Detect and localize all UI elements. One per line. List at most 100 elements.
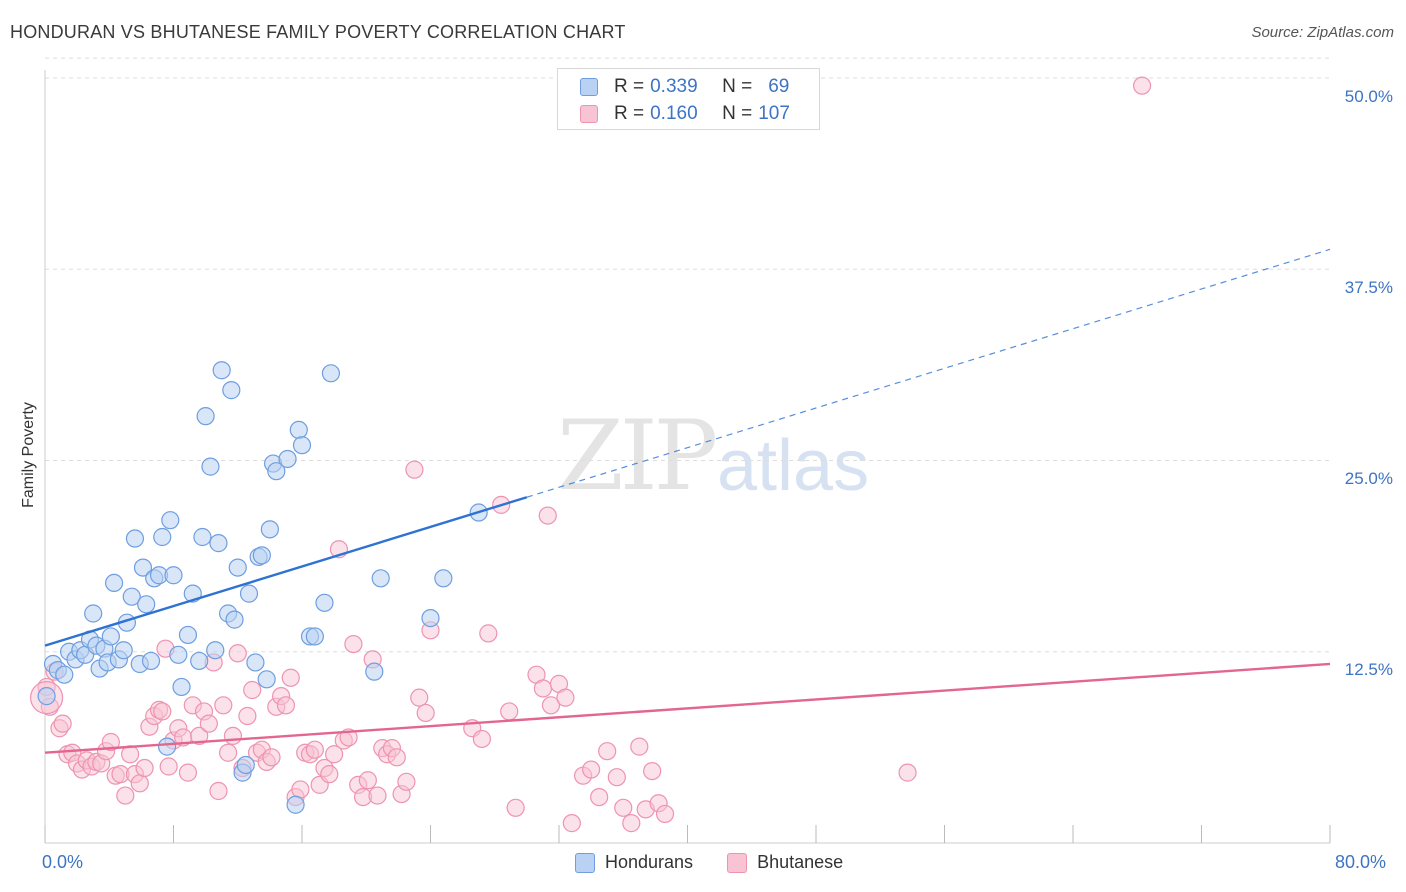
- bhutanese-point: [199, 714, 218, 733]
- hondurans-point: [153, 527, 172, 547]
- bhutanese-point: [190, 726, 209, 746]
- bhutanese-point: [607, 768, 626, 787]
- bhutanese-point: [228, 644, 247, 663]
- hondurans-point: [37, 687, 56, 706]
- bhutanese-point: [562, 814, 581, 833]
- hondurans-point: [236, 755, 255, 775]
- bhutanese-point: [116, 786, 135, 805]
- hondurans-point: [137, 595, 156, 614]
- bhutanese-point: [130, 774, 149, 793]
- x-tick-max: 80.0%: [1335, 852, 1387, 872]
- y-axis-label: Family Poverty: [20, 402, 37, 508]
- hondurans-point: [178, 625, 198, 645]
- hondurans-point: [206, 641, 225, 660]
- hondurans-point: [161, 511, 180, 530]
- bhutanese-point: [262, 748, 281, 767]
- hondurans-point: [292, 436, 312, 455]
- bhutanese-point: [387, 748, 406, 767]
- hondurans-point: [122, 587, 141, 606]
- legend-label-hondurans: Hondurans: [605, 852, 694, 872]
- bhutanese-point: [590, 787, 609, 807]
- bhutanese-point: [153, 702, 172, 721]
- hondurans-point: [193, 527, 212, 547]
- bhutanese-point: [598, 742, 617, 761]
- bhutanese-point: [472, 729, 491, 749]
- bhutanese-point: [305, 740, 324, 759]
- bhutanese-point: [898, 763, 917, 782]
- n-value-hondurans: 69: [768, 76, 790, 97]
- series-bhutanese: [30, 76, 1152, 833]
- hondurans-point: [260, 520, 279, 539]
- bhutanese-point: [358, 771, 377, 790]
- watermark-atlas: atlas: [717, 426, 870, 506]
- bhutanese-trend-line: [44, 662, 1331, 754]
- bhutanese-point: [178, 763, 198, 782]
- bhutanese-point: [276, 696, 296, 715]
- y-tick-37-5: 37.5%: [1344, 278, 1393, 297]
- hondurans-point: [157, 737, 177, 756]
- hondurans-point: [141, 651, 161, 671]
- bhutanese-point: [368, 786, 387, 805]
- hondurans-point: [190, 651, 209, 671]
- hondurans-point: [114, 641, 133, 660]
- hondurans-trend-extension: [526, 248, 1331, 498]
- r-label: R =: [614, 76, 645, 97]
- r-value-hondurans: 0.339: [650, 76, 698, 97]
- bhutanese-point: [556, 688, 575, 707]
- bhutanese-point: [325, 745, 344, 764]
- bhutanese-point: [405, 460, 424, 479]
- bhutanese-point-outlier: [1132, 76, 1152, 95]
- hondurans-point: [246, 653, 265, 672]
- bhutanese-point: [344, 634, 363, 654]
- hondurans-point: [371, 569, 390, 588]
- legend-item-hondurans[interactable]: Hondurans: [575, 852, 693, 873]
- source-label: Source: ZipAtlas.com: [1251, 24, 1394, 41]
- bhutanese-point: [416, 703, 435, 723]
- hondurans-legend-swatch: [575, 852, 595, 873]
- bhutanese-point: [243, 680, 262, 700]
- watermark-zip: ZIP: [557, 400, 718, 512]
- hondurans-point: [315, 593, 334, 612]
- bhutanese-point: [643, 761, 662, 781]
- y-tick-12-5: 12.5%: [1344, 660, 1393, 679]
- bhutanese-point: [135, 758, 154, 778]
- hondurans-point: [286, 795, 305, 814]
- bhutanese-point: [223, 726, 243, 746]
- n-label: N =: [722, 103, 753, 124]
- bhutanese-point: [397, 772, 416, 791]
- hondurans-point: [289, 420, 308, 439]
- hondurans-point: [365, 662, 384, 681]
- bhutanese-point: [53, 714, 72, 733]
- bhutanese-point: [622, 814, 641, 833]
- hondurans-point: [55, 665, 74, 684]
- hondurans-point: [84, 604, 103, 623]
- bhutanese-point: [655, 804, 675, 824]
- bhutanese-point: [630, 737, 649, 756]
- bhutanese-point: [320, 765, 339, 784]
- bhutanese-point: [533, 679, 553, 698]
- hondurans-point: [278, 449, 297, 469]
- hondurans-point: [101, 627, 120, 646]
- x-tick-min: 0.0%: [42, 852, 84, 872]
- bhutanese-legend-swatch: [727, 852, 748, 873]
- hondurans-point: [201, 457, 220, 476]
- bhutanese-point: [101, 732, 120, 752]
- hondurans-trend-line: [44, 496, 528, 647]
- stats-legend: R = 0.339 N = 69 R = 0.160 N = 107: [557, 68, 820, 130]
- bhutanese-swatch: [580, 105, 598, 123]
- bhutanese-point: [541, 696, 561, 715]
- hondurans-swatch: [580, 78, 598, 96]
- bhutanese-point: [479, 624, 498, 643]
- bhutanese-point: [209, 781, 228, 801]
- n-value-bhutanese: 107: [758, 103, 790, 124]
- stats-row-bhutanese: R = 0.160 N = 107: [580, 102, 790, 126]
- hondurans-point: [164, 566, 183, 585]
- legend-item-bhutanese[interactable]: Bhutanese: [727, 852, 843, 873]
- bhutanese-point: [281, 668, 300, 687]
- r-value-bhutanese: 0.160: [650, 103, 698, 124]
- bhutanese-point: [500, 702, 519, 721]
- y-tick-25: 25.0%: [1344, 469, 1393, 488]
- legend-label-bhutanese: Bhutanese: [757, 852, 844, 872]
- bhutanese-point: [291, 780, 310, 799]
